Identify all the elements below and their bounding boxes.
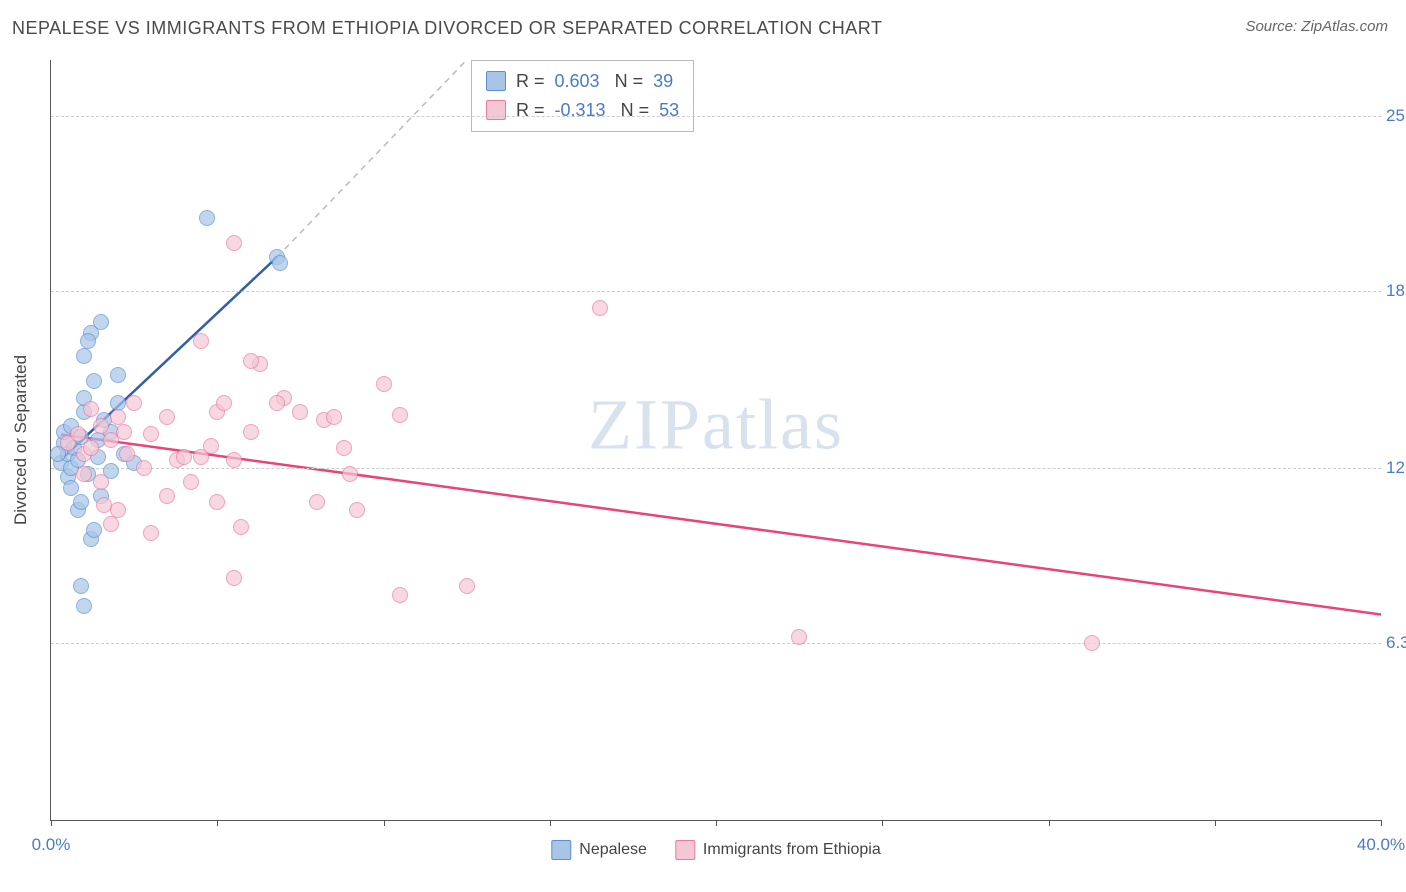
- scatter-point: [269, 395, 285, 411]
- scatter-point: [791, 629, 807, 645]
- y-tick-label: 12.5%: [1386, 458, 1406, 478]
- x-tick-mark: [1049, 820, 1050, 826]
- scatter-point: [243, 424, 259, 440]
- x-tick-mark: [51, 820, 52, 826]
- legend-stats: R = 0.603 N = 39: [516, 67, 673, 96]
- scatter-point: [93, 474, 109, 490]
- scatter-point: [119, 446, 135, 462]
- watermark-light: atlas: [702, 384, 844, 464]
- scatter-point: [76, 348, 92, 364]
- plot-area: Divorced or Separated ZIPatlas R = 0.603…: [50, 60, 1381, 821]
- scatter-point: [93, 418, 109, 434]
- legend-stats: R = -0.313 N = 53: [516, 96, 679, 125]
- gridline-h: [51, 643, 1381, 644]
- scatter-point: [392, 587, 408, 603]
- watermark-bold: ZIP: [588, 384, 702, 464]
- scatter-point: [73, 494, 89, 510]
- x-tick-mark: [550, 820, 551, 826]
- scatter-point: [216, 395, 232, 411]
- scatter-point: [176, 449, 192, 465]
- scatter-point: [193, 333, 209, 349]
- gridline-h: [51, 116, 1381, 117]
- scatter-point: [1084, 635, 1100, 651]
- x-tick-mark: [882, 820, 883, 826]
- legend-top: R = 0.603 N = 39R = -0.313 N = 53: [471, 60, 694, 132]
- y-tick-label: 6.3%: [1386, 633, 1406, 653]
- scatter-point: [159, 488, 175, 504]
- scatter-point: [103, 516, 119, 532]
- scatter-point: [183, 474, 199, 490]
- scatter-point: [243, 353, 259, 369]
- scatter-point: [376, 376, 392, 392]
- chart-title: NEPALESE VS IMMIGRANTS FROM ETHIOPIA DIV…: [12, 18, 882, 39]
- scatter-point: [96, 497, 112, 513]
- scatter-point: [116, 424, 132, 440]
- scatter-point: [80, 333, 96, 349]
- scatter-point: [203, 438, 219, 454]
- scatter-point: [143, 525, 159, 541]
- scatter-point: [93, 314, 109, 330]
- x-tick-mark: [217, 820, 218, 826]
- source-label: Source: ZipAtlas.com: [1245, 18, 1388, 35]
- scatter-point: [83, 440, 99, 456]
- scatter-point: [63, 480, 79, 496]
- legend-top-row: R = -0.313 N = 53: [486, 96, 679, 125]
- watermark: ZIPatlas: [588, 383, 844, 466]
- x-tick-mark: [1381, 820, 1382, 826]
- scatter-point: [592, 300, 608, 316]
- x-tick-mark: [1215, 820, 1216, 826]
- scatter-point: [73, 578, 89, 594]
- scatter-point: [309, 494, 325, 510]
- gridline-h: [51, 291, 1381, 292]
- scatter-point: [143, 426, 159, 442]
- legend-top-row: R = 0.603 N = 39: [486, 67, 679, 96]
- legend-bottom-item: Immigrants from Ethiopia: [675, 840, 881, 860]
- scatter-point: [86, 373, 102, 389]
- scatter-point: [326, 409, 342, 425]
- x-tick-mark: [716, 820, 717, 826]
- y-tick-label: 18.8%: [1386, 281, 1406, 301]
- scatter-point: [126, 395, 142, 411]
- scatter-point: [76, 466, 92, 482]
- legend-bottom: Nepalese Immigrants from Ethiopia: [551, 840, 880, 860]
- trend-lines-svg: [51, 60, 1381, 820]
- scatter-point: [292, 404, 308, 420]
- x-tick-mark: [384, 820, 385, 826]
- legend-swatch: [551, 840, 571, 860]
- scatter-point: [342, 466, 358, 482]
- scatter-point: [209, 494, 225, 510]
- scatter-point: [226, 570, 242, 586]
- scatter-point: [86, 522, 102, 538]
- scatter-point: [199, 210, 215, 226]
- scatter-point: [70, 426, 86, 442]
- y-axis-label: Divorced or Separated: [11, 355, 31, 525]
- y-tick-label: 25.0%: [1386, 106, 1406, 126]
- x-tick-label: 40.0%: [1357, 835, 1405, 855]
- legend-label: Nepalese: [579, 841, 647, 859]
- gridline-h: [51, 468, 1381, 469]
- scatter-point: [336, 440, 352, 456]
- x-tick-label: 0.0%: [32, 835, 71, 855]
- scatter-point: [159, 409, 175, 425]
- scatter-point: [392, 407, 408, 423]
- scatter-point: [272, 255, 288, 271]
- scatter-point: [136, 460, 152, 476]
- scatter-point: [459, 578, 475, 594]
- scatter-point: [226, 452, 242, 468]
- scatter-point: [226, 235, 242, 251]
- scatter-point: [233, 519, 249, 535]
- legend-swatch: [675, 840, 695, 860]
- scatter-point: [83, 401, 99, 417]
- legend-label: Immigrants from Ethiopia: [703, 841, 881, 859]
- scatter-point: [76, 598, 92, 614]
- legend-bottom-item: Nepalese: [551, 840, 647, 860]
- scatter-point: [110, 367, 126, 383]
- legend-swatch: [486, 71, 506, 91]
- scatter-point: [349, 502, 365, 518]
